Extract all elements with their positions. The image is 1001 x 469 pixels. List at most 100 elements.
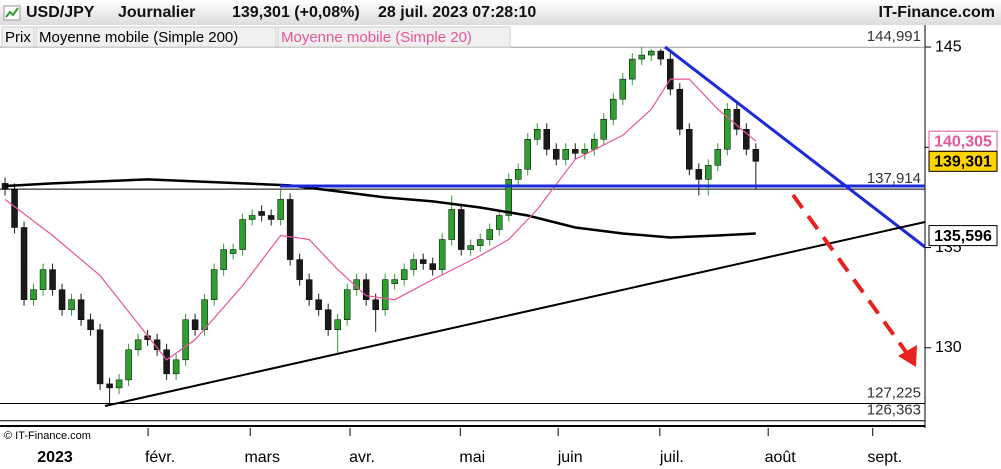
- uptrend-line: [104, 221, 926, 407]
- candle-body: [68, 299, 75, 310]
- candle-body: [172, 359, 180, 375]
- candle-body: [676, 88, 684, 130]
- candle-body: [543, 129, 551, 150]
- candle-body: [505, 179, 512, 216]
- legend-entry: Moyenne mobile (Simple 20): [281, 29, 472, 46]
- candle-body: [362, 279, 370, 300]
- symbol: USD/JPY: [26, 4, 95, 21]
- legend-entry: Prix: [5, 29, 31, 46]
- legend-box: [277, 26, 511, 48]
- candle-body: [49, 269, 56, 290]
- candle-body: [610, 98, 617, 120]
- candle-body: [743, 129, 750, 150]
- candle-body: [258, 211, 265, 216]
- x-tick-label: juil.: [659, 449, 684, 466]
- candle-body: [125, 349, 132, 381]
- price-tag: [928, 150, 998, 172]
- candle-body: [581, 149, 589, 154]
- candle-body: [239, 219, 246, 250]
- candle-body: [163, 349, 170, 375]
- x-tick-label: mai: [459, 449, 485, 466]
- year-label: 2023: [37, 449, 73, 466]
- forecast-arrow: [791, 193, 908, 354]
- moving-average: [4, 178, 756, 239]
- candle-body: [134, 339, 142, 351]
- level-label: 126,363: [867, 402, 921, 419]
- copyright: © IT-Finance.com: [4, 430, 91, 442]
- candle-body: [286, 199, 294, 260]
- candle-body: [248, 215, 256, 220]
- price-tag-label: 140,305: [934, 133, 992, 150]
- candle-body: [667, 58, 674, 90]
- candle-body: [229, 249, 237, 254]
- candle-body: [724, 108, 731, 150]
- level-label: 137,914: [867, 170, 921, 187]
- candle-body: [87, 319, 94, 331]
- candle-body: [410, 259, 417, 270]
- candle-body: [277, 199, 284, 220]
- candle-body: [372, 299, 379, 310]
- candle-body: [591, 139, 598, 150]
- candle-body: [572, 149, 579, 154]
- candle-body: [324, 309, 332, 331]
- moving-average: [4, 78, 757, 361]
- candle-body: [457, 209, 465, 250]
- candle-body: [20, 227, 28, 300]
- candle-body: [495, 215, 503, 230]
- candle-body: [524, 139, 531, 170]
- candle-body: [438, 239, 446, 270]
- candle-body: [210, 269, 218, 300]
- legend-box: [1, 26, 35, 48]
- candle-body: [391, 279, 398, 284]
- legend-entry: Moyenne mobile (Simple 200): [39, 29, 238, 46]
- candle-body: [182, 319, 189, 361]
- candle-body: [476, 239, 484, 246]
- header-bar: [0, 0, 1001, 25]
- candle-body: [220, 249, 227, 270]
- candle-body: [315, 299, 322, 310]
- candle-body: [553, 149, 560, 160]
- quote: 139,301 (+0,08%): [232, 4, 360, 21]
- y-tick-label: 145: [935, 38, 962, 55]
- level-label: 144,991: [867, 28, 921, 45]
- candle-body: [39, 269, 47, 290]
- candle-body: [191, 319, 199, 331]
- candle-body: [30, 289, 37, 300]
- x-tick-label: févr.: [145, 449, 175, 466]
- forecast-arrowhead: [898, 345, 917, 367]
- candle-body: [686, 129, 693, 170]
- candle-body: [533, 129, 541, 140]
- datetime: 28 juil. 2023 07:28:10: [378, 4, 536, 21]
- candle-body: [58, 289, 66, 310]
- candle-body: [695, 169, 703, 180]
- candle-body: [106, 383, 113, 389]
- candle-body: [201, 299, 208, 331]
- candle-body: [296, 259, 303, 280]
- x-tick-label: août: [765, 449, 797, 466]
- candle-body: [77, 299, 85, 320]
- candle-body: [619, 78, 627, 100]
- logo-icon: [3, 5, 21, 21]
- candle-body: [305, 279, 313, 300]
- candle-body: [714, 149, 722, 166]
- y-tick-label: 130: [935, 339, 962, 356]
- candle-body: [600, 118, 608, 140]
- candle-body: [733, 108, 741, 130]
- candle-body: [562, 149, 570, 160]
- price-tag-label: 139,301: [934, 154, 992, 171]
- downtrend-line: [664, 45, 926, 249]
- candle-body: [400, 269, 408, 280]
- candle-body: [448, 209, 455, 240]
- candle-body: [334, 319, 341, 331]
- level-label: 127,225: [867, 384, 921, 401]
- candle-body: [705, 165, 712, 180]
- candle-body: [514, 169, 522, 180]
- candle-body: [419, 259, 427, 264]
- brand: IT-Finance.com: [879, 4, 995, 21]
- candle-body: [429, 263, 436, 270]
- candle-body: [343, 289, 351, 320]
- x-tick-label: mars: [244, 449, 280, 466]
- x-tick-label: avr.: [349, 449, 375, 466]
- candle-body: [486, 229, 493, 240]
